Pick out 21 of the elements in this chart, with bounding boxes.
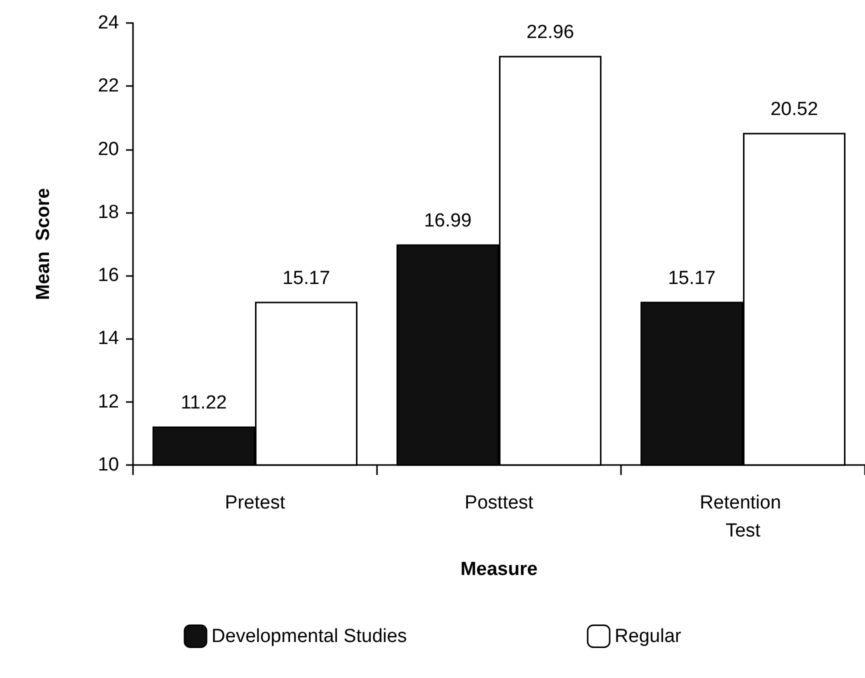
x-tick-label: Retention Test: [700, 492, 786, 542]
y-tick-label: 12: [98, 391, 119, 412]
y-tick-label: 22: [98, 76, 119, 97]
x-tick-label: Posttest: [464, 492, 534, 514]
data-label: 16.99: [424, 210, 472, 232]
y-tick-label: 14: [98, 328, 120, 350]
y-tick-label: 18: [98, 202, 119, 223]
data-label: 22.96: [526, 22, 574, 43]
legend-label: Regular: [614, 626, 682, 647]
legend-label: Developmental Studies: [212, 626, 407, 647]
data-label: 15.17: [282, 268, 330, 289]
y-tick-label: 20: [98, 138, 119, 160]
data-label: 11.22: [180, 392, 227, 414]
y-axis-title: Mean Score: [33, 188, 54, 300]
data-label: 15.17: [668, 268, 716, 289]
data-label: 20.52: [770, 98, 818, 120]
y-tick-label: 24: [98, 12, 120, 34]
y-tick-label: 16: [98, 265, 119, 286]
x-tick-label: Pretest: [224, 492, 286, 514]
x-axis-title: Measure: [460, 559, 538, 580]
y-tick-label: 10: [98, 454, 119, 476]
